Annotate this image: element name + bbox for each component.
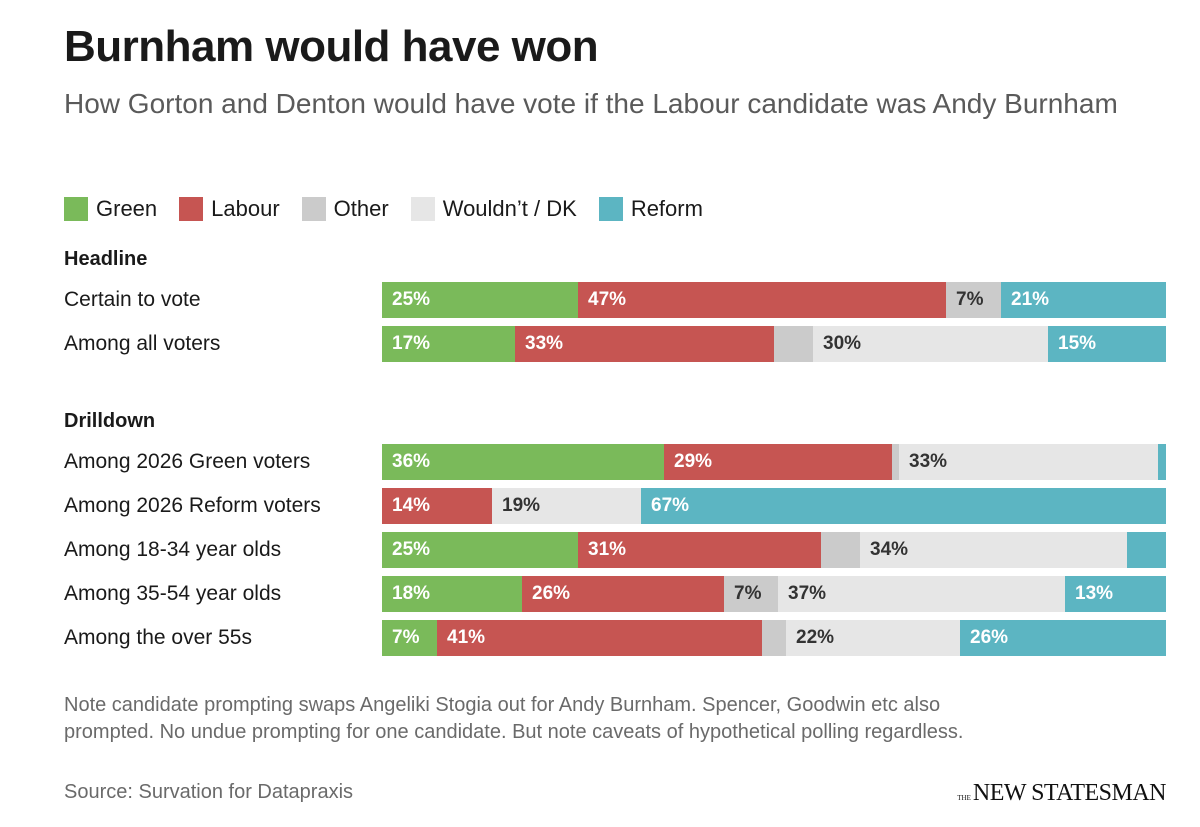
- bar-segment-other: [892, 444, 899, 480]
- bar-segment-reform: [1158, 444, 1166, 480]
- row-label: Among the over 55s: [64, 626, 252, 649]
- bar-segment-reform: [1048, 326, 1166, 362]
- row-label: Certain to vote: [64, 288, 201, 311]
- bar-segment-green: [382, 444, 664, 480]
- bar-segment-green: [382, 532, 578, 568]
- legend-swatch: [179, 197, 204, 221]
- data-label: 29%: [674, 451, 713, 472]
- footnote: Note candidate prompting swaps Angeliki …: [64, 694, 964, 743]
- data-label: 15%: [1058, 333, 1097, 354]
- bar-segment-other: [724, 576, 778, 612]
- legend: Green Labour Other Wouldn’t / DK Reform: [64, 196, 725, 222]
- bar-segment-other: [821, 532, 860, 568]
- row-label: Among all voters: [64, 332, 221, 355]
- data-label: 14%: [392, 495, 431, 516]
- data-label: 33%: [525, 333, 564, 354]
- bar-segment-green: [382, 326, 515, 362]
- legend-swatch: [410, 197, 435, 221]
- bar-segment-other: [774, 326, 813, 362]
- bar-segment-reform: [960, 620, 1166, 656]
- data-label: 30%: [823, 333, 862, 354]
- publisher-logo: THE NEW STATESMAN: [957, 780, 1166, 807]
- bar-segment-reform: [1065, 576, 1166, 612]
- bar-segment-labour: [382, 488, 492, 524]
- data-label: 26%: [532, 583, 571, 604]
- data-label: 13%: [1075, 583, 1114, 604]
- data-label: 7%: [734, 583, 762, 604]
- bar-segment-green: [382, 576, 522, 612]
- bar-row: 25% 31% 34%: [382, 532, 1166, 568]
- row-label: Among 2026 Reform voters: [64, 494, 321, 517]
- data-label: 21%: [1011, 289, 1050, 310]
- bar-segment-labour: [437, 620, 762, 656]
- legend-item-other: Other: [301, 196, 389, 222]
- legend-item-reform: Reform: [598, 196, 703, 222]
- bar-segment-green: [382, 620, 437, 656]
- logo-prefix: THE: [957, 794, 971, 802]
- bar-segment-reform: [641, 488, 1166, 524]
- row-label: Among 2026 Green voters: [64, 450, 311, 473]
- bar-segment-other: [946, 282, 1001, 318]
- bar-segment-wouldn-t-dk: [813, 326, 1048, 362]
- data-label: 31%: [588, 539, 627, 560]
- bar-segment-wouldn-t-dk: [899, 444, 1158, 480]
- data-label: 7%: [392, 627, 420, 648]
- legend-swatch: [64, 197, 88, 221]
- data-label: 47%: [588, 289, 627, 310]
- section-heading-drilldown: Drilldown: [64, 410, 156, 432]
- data-label: 36%: [392, 451, 431, 472]
- legend-swatch: [301, 197, 326, 221]
- bar-segment-labour: [578, 532, 821, 568]
- data-label: 33%: [909, 451, 948, 472]
- source-credit: Source: Survation for Datapraxis: [64, 781, 354, 803]
- data-label: 34%: [870, 539, 909, 560]
- row-label: Among 18-34 year olds: [64, 538, 282, 561]
- bar-segment-wouldn-t-dk: [860, 532, 1127, 568]
- legend-item-wouldn-t-dk: Wouldn’t / DK: [410, 196, 577, 222]
- legend-label: Wouldn’t / DK: [442, 196, 577, 221]
- chart-subtitle: How Gorton and Denton would have vote if…: [64, 88, 1118, 119]
- data-label: 25%: [392, 289, 431, 310]
- bar-segment-labour: [664, 444, 892, 480]
- bar-segment-labour: [522, 576, 724, 612]
- data-label: 41%: [447, 627, 486, 648]
- bar-row: 18% 26% 7% 37% 13%: [382, 576, 1166, 612]
- data-label: 17%: [392, 333, 431, 354]
- data-label: 37%: [788, 583, 827, 604]
- legend-label: Reform: [630, 196, 703, 221]
- bar-segment-reform: [1001, 282, 1166, 318]
- data-label: 19%: [502, 495, 541, 516]
- legend-item-green: Green: [64, 196, 157, 222]
- bar-segment-reform: [1127, 532, 1166, 568]
- bar-segment-green: [382, 282, 578, 318]
- data-label: 22%: [796, 627, 835, 648]
- chart-title: Burnham would have won: [64, 22, 599, 71]
- legend-label: Labour: [211, 196, 280, 221]
- legend-label: Other: [333, 196, 389, 221]
- bar-segment-other: [762, 620, 786, 656]
- legend-item-labour: Labour: [179, 196, 280, 222]
- data-label: 7%: [956, 289, 984, 310]
- bar-row: 36% 29% 33%: [382, 444, 1166, 480]
- section-heading-headline: Headline: [64, 248, 148, 270]
- logo-wordmark: NEW STATESMAN: [972, 780, 1167, 806]
- row-label: Among 35-54 year olds: [64, 582, 282, 605]
- bar-segment-labour: [515, 326, 774, 362]
- legend-swatch: [598, 197, 623, 221]
- data-label: 25%: [392, 539, 431, 560]
- data-label: 67%: [651, 495, 690, 516]
- legend-label: Green: [96, 196, 158, 221]
- data-label: 26%: [970, 627, 1009, 648]
- data-label: 18%: [392, 583, 431, 604]
- bar-row: 7% 41% 22% 26%: [382, 620, 1166, 656]
- bar-segment-wouldn-t-dk: [786, 620, 960, 656]
- bar-row: 25% 47% 7% 21%: [382, 282, 1166, 318]
- bar-row: 14% 19% 67%: [382, 488, 1166, 524]
- bar-segment-labour: [578, 282, 946, 318]
- bar-segment-wouldn-t-dk: [778, 576, 1065, 612]
- bar-segment-wouldn-t-dk: [492, 488, 641, 524]
- bar-row: 17% 33% 30% 15%: [382, 326, 1166, 362]
